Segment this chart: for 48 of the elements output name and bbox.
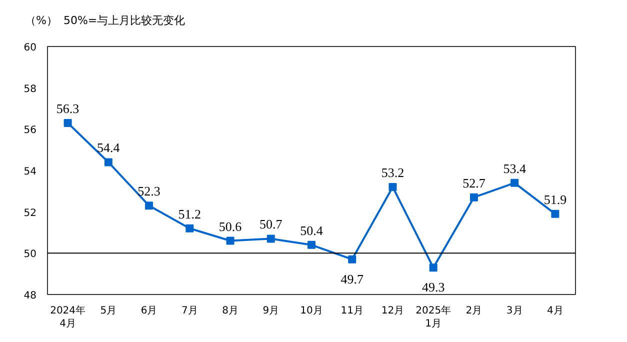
data-label: 56.3 xyxy=(56,100,80,116)
x-tick-label: 2024年 4月 xyxy=(50,304,86,330)
data-label: 51.2 xyxy=(178,206,202,222)
text: 50%=与上月比较无变化 xyxy=(63,14,186,27)
y-tick-label: 48 xyxy=(24,290,37,302)
point xyxy=(104,158,112,166)
data-label: 49.3 xyxy=(422,280,445,295)
point xyxy=(64,118,72,127)
x-tick-label: 5月 xyxy=(100,306,117,316)
x-tick-label: 4月 xyxy=(547,306,564,316)
data-label: 51.9 xyxy=(544,192,567,207)
x-tick-label: 12月 xyxy=(381,306,404,316)
data-label: 53.2 xyxy=(381,165,404,180)
y-tick-label: 52 xyxy=(24,208,37,219)
x-tick-label: 8月 xyxy=(222,306,238,316)
x-tick-label: 6月 xyxy=(140,306,158,316)
x-tick-label: 9月 xyxy=(262,306,280,316)
data-label: 49.7 xyxy=(340,271,364,286)
x-tick-label: 7月 xyxy=(181,306,198,316)
x-tick-label: 10月 xyxy=(300,306,323,316)
point xyxy=(186,224,194,232)
y-tick-label: 58 xyxy=(24,84,37,95)
x-tick-label: 3月 xyxy=(506,306,523,316)
y-tick-label: 60 xyxy=(24,42,37,54)
y-tick-label: 50 xyxy=(24,249,37,260)
x-tick-label: 2025年 1月 xyxy=(416,304,452,330)
point xyxy=(348,255,356,264)
x-tick-label: 2月 xyxy=(466,306,482,316)
data-label: 52.3 xyxy=(138,184,160,199)
data-label: 53.4 xyxy=(503,160,526,176)
data-label: 50.6 xyxy=(218,218,242,234)
x-tick-label: 11月 xyxy=(340,306,364,316)
y-tick-label: 54 xyxy=(24,166,37,178)
data-label: 50.4 xyxy=(300,222,324,238)
point xyxy=(470,193,478,202)
data-label: 54.4 xyxy=(97,140,120,156)
point xyxy=(308,240,316,249)
data-label: 50.7 xyxy=(260,216,283,232)
point xyxy=(145,202,154,210)
y-tick-label: 56 xyxy=(24,125,37,136)
point xyxy=(551,210,560,218)
point xyxy=(226,236,234,245)
point xyxy=(388,183,397,192)
data-label: 52.7 xyxy=(462,175,486,190)
y-axis-title: （%） xyxy=(25,14,58,27)
point xyxy=(266,234,275,243)
point xyxy=(510,178,519,187)
point xyxy=(429,264,438,272)
